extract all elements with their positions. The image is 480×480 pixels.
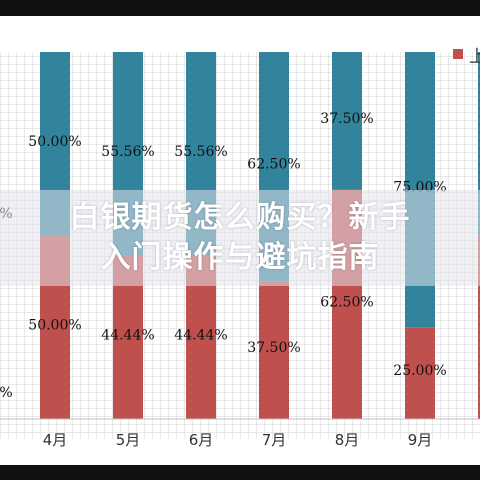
data-label-upper: 62.50% [247, 157, 300, 173]
legend: 上 [453, 42, 480, 67]
data-label-upper: 55.56% [174, 144, 227, 160]
data-label-lower: 25.00% [393, 363, 446, 379]
overlay-title-line-2: 入门操作与避坑指南 [100, 240, 380, 275]
bar-lower-8 [478, 235, 480, 419]
data-label-upper: 55.56% [101, 144, 154, 160]
bar-upper-6 [332, 52, 362, 190]
x-tick-label: 9月 [408, 431, 433, 449]
bar-lower-5 [259, 281, 289, 419]
data-label-lower: 37.50% [247, 340, 300, 356]
overlay-title: 白银期货怎么购买？新手 入门操作与避坑指南 [40, 198, 440, 278]
data-label-lower: 44.44% [174, 327, 227, 343]
legend-label: 上 [469, 46, 480, 67]
data-label-lower: 62.50% [320, 294, 373, 310]
legend-swatch [453, 49, 463, 59]
x-tick-label: 6月 [189, 431, 214, 449]
data-label-upper: 50.00% [28, 134, 81, 150]
overlay-title-line-1: 白银期货怎么购买？新手 [69, 200, 411, 235]
data-label-lower: % [0, 385, 13, 401]
data-label-upper: 37.50% [320, 111, 373, 127]
bar-lower-7 [405, 327, 435, 419]
data-label-lower: 44.44% [101, 327, 154, 343]
x-tick-label: 7月 [262, 431, 287, 449]
x-tick-label: 4月 [43, 431, 68, 449]
bar-upper-8 [478, 52, 480, 236]
data-label-lower: 50.00% [28, 317, 81, 333]
x-tick-label: 5月 [116, 431, 141, 449]
title-overlay-band [0, 190, 480, 286]
x-tick-label: 8月 [335, 431, 360, 449]
